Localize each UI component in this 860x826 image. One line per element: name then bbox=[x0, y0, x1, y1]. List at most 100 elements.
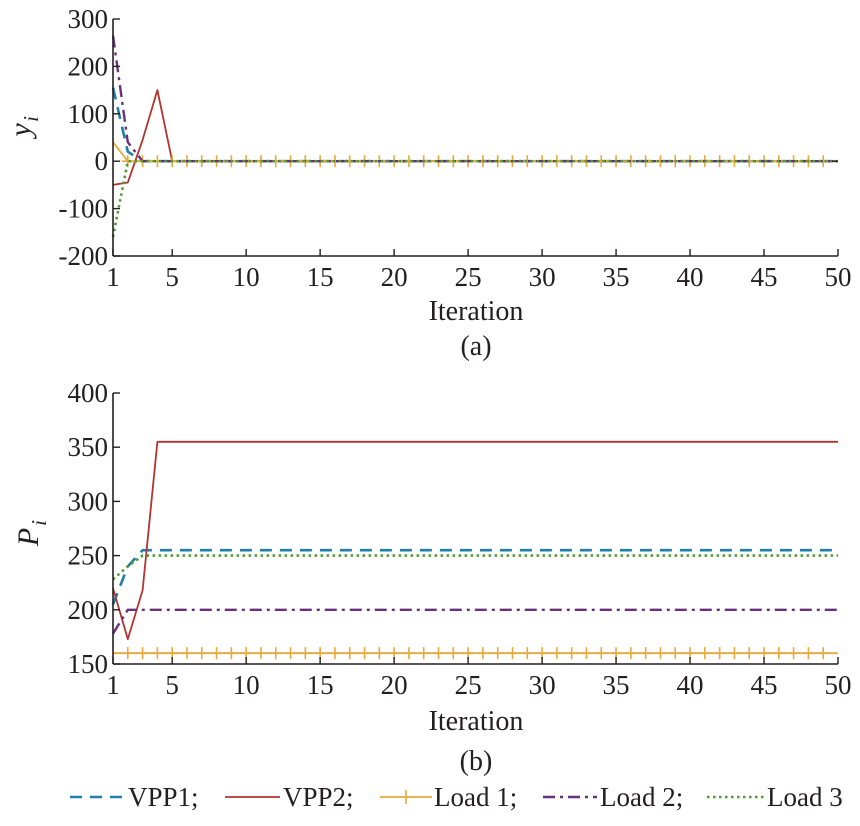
panel-b-load-1-marker bbox=[299, 647, 312, 660]
panel-b-line-vpp2 bbox=[112, 440, 838, 640]
panel-b-load-1-marker bbox=[521, 647, 534, 660]
panel-a-y-label-subscript: i bbox=[19, 116, 43, 122]
panel-b-x-tick-label: 1 bbox=[106, 670, 120, 700]
panel-a-x-tick-label: 35 bbox=[603, 262, 630, 292]
panel-a-x-tick-label: 40 bbox=[677, 262, 704, 292]
panel-a-y-tick-label: 300 bbox=[68, 4, 109, 34]
panel-b-x-tick-label: 5 bbox=[165, 670, 179, 700]
panel-b-load-1-marker bbox=[136, 647, 149, 660]
panel-b-y-tick-label: 150 bbox=[68, 649, 109, 679]
panel-b-line-load-2 bbox=[111, 608, 838, 635]
panel-b-load-1-marker bbox=[269, 647, 282, 660]
panel-b-load-1-marker bbox=[817, 647, 830, 660]
legend-item-load-3: Load 3 bbox=[707, 782, 843, 812]
panel-a-caption: (a) bbox=[460, 331, 491, 362]
panel-b-line-vpp1 bbox=[111, 548, 838, 605]
panel-a-x-tick-label: 45 bbox=[751, 262, 778, 292]
panel-b-load-1-marker bbox=[328, 647, 341, 660]
panel-b-x-tick-label: 15 bbox=[307, 670, 334, 700]
panel-a-y-tick-label: 100 bbox=[68, 99, 109, 129]
panel-a-line-vpp2 bbox=[112, 89, 838, 186]
panel-b-line-load-3 bbox=[112, 554, 838, 581]
panel-b-load-1-marker bbox=[565, 647, 578, 660]
legend-label: Load 2; bbox=[600, 782, 683, 812]
panel-b-x-tick-label: 35 bbox=[603, 670, 630, 700]
panel-b-load-1-marker bbox=[447, 647, 460, 660]
panel-a-y-tick-label: 200 bbox=[68, 51, 109, 81]
panel-b-x-tick-label: 50 bbox=[825, 670, 852, 700]
panel-b-y-tick-label: 300 bbox=[68, 486, 109, 516]
panel-b-y-tick-label: 250 bbox=[68, 541, 109, 571]
panel-b-load-1-marker bbox=[580, 647, 593, 660]
panel-a-y-tick-label: -100 bbox=[59, 194, 109, 224]
panel-a-y-tick-label: 0 bbox=[95, 146, 109, 176]
panel-b-load-1-marker bbox=[225, 647, 238, 660]
legend-label: VPP1; bbox=[128, 782, 199, 812]
legend-item-vpp1: VPP1; bbox=[70, 782, 199, 812]
panel-a-x-tick-label: 15 bbox=[307, 262, 334, 292]
legend-item-load-2: Load 2; bbox=[543, 782, 683, 812]
panel-b-x-tick-label: 20 bbox=[381, 670, 408, 700]
panel-b-y-label-subscript: i bbox=[27, 520, 51, 526]
panel-b-y-tick-label: 350 bbox=[68, 432, 109, 462]
panel-a-y-label: y bbox=[4, 123, 37, 140]
panel-b-load-1-marker bbox=[624, 647, 637, 660]
panel-b-load-1-marker bbox=[802, 647, 815, 660]
panel-b-load-1-marker bbox=[373, 647, 386, 660]
panel-b-load-1-marker bbox=[669, 647, 682, 660]
legend-item-vpp2: VPP2; bbox=[225, 782, 354, 812]
panel-b-load-1-marker bbox=[121, 647, 134, 660]
legend-label: VPP2; bbox=[283, 782, 354, 812]
panel-a-x-tick-label: 50 bbox=[825, 262, 852, 292]
panel-b-x-label: Iteration bbox=[429, 706, 524, 737]
panel-b-y-tick-label: 400 bbox=[68, 378, 109, 408]
legend-label: Load 1; bbox=[434, 782, 517, 812]
panel-a-x-tick-label: 25 bbox=[455, 262, 482, 292]
panel-b-load-1-marker bbox=[654, 647, 667, 660]
panel-b-load-1-marker bbox=[210, 647, 223, 660]
panel-b-caption: (b) bbox=[460, 746, 493, 777]
panel-b-x-tick-label: 25 bbox=[455, 670, 482, 700]
panel-b-load-1-marker bbox=[713, 647, 726, 660]
panel-b-load-1-marker bbox=[476, 647, 489, 660]
panel-a-series bbox=[111, 35, 838, 238]
panel-a-line-vpp1 bbox=[111, 87, 838, 163]
panel-b-load-1-marker bbox=[506, 647, 519, 660]
panel-b-load-1-marker bbox=[417, 647, 430, 660]
panel-b-load-1-marker bbox=[772, 647, 785, 660]
panel-a-x-label: Iteration bbox=[429, 296, 524, 327]
panel-b-load-1-marker bbox=[432, 647, 445, 660]
panel-b-x-tick-label: 10 bbox=[233, 670, 260, 700]
panel-b-load-1-marker bbox=[550, 647, 563, 660]
panel-a-x-tick-label: 20 bbox=[381, 262, 408, 292]
panel-b-load-1-marker bbox=[698, 647, 711, 660]
legend: VPP1; VPP2; Load 1; Load 2; Load 3 bbox=[70, 782, 843, 812]
panel-b-load-1-marker bbox=[491, 647, 504, 660]
panel-b-load-1-marker bbox=[254, 647, 267, 660]
panel-a-line-load-2 bbox=[111, 35, 838, 163]
panel-a-line-load-1 bbox=[112, 141, 838, 163]
panel-b-load-1-marker bbox=[151, 647, 164, 660]
panel-a-x-tick-label: 1 bbox=[106, 262, 120, 292]
panel-a-y-tick-label: -200 bbox=[59, 241, 109, 271]
panel-b-load-1-marker bbox=[195, 647, 208, 660]
panel-a-line-load-3 bbox=[111, 159, 838, 238]
panel-b-load-1-marker bbox=[180, 647, 193, 660]
panel-b-load-1-marker bbox=[595, 647, 608, 660]
legend-label: Load 3 bbox=[767, 782, 843, 812]
panel-b-load-1-marker bbox=[284, 647, 297, 660]
panel-b-load-1-marker bbox=[402, 647, 415, 660]
panel-b-y-label: P bbox=[12, 528, 45, 547]
panel-a-x-tick-label: 30 bbox=[529, 262, 556, 292]
panel-b-x-tick-label: 40 bbox=[677, 670, 704, 700]
panel-b-load-1-marker bbox=[639, 647, 652, 660]
panel-b-load-1-marker bbox=[343, 647, 356, 660]
panel-b-load-1-marker bbox=[787, 647, 800, 660]
panel-b-series bbox=[111, 440, 838, 660]
legend-item-load-1: Load 1; bbox=[380, 782, 517, 812]
